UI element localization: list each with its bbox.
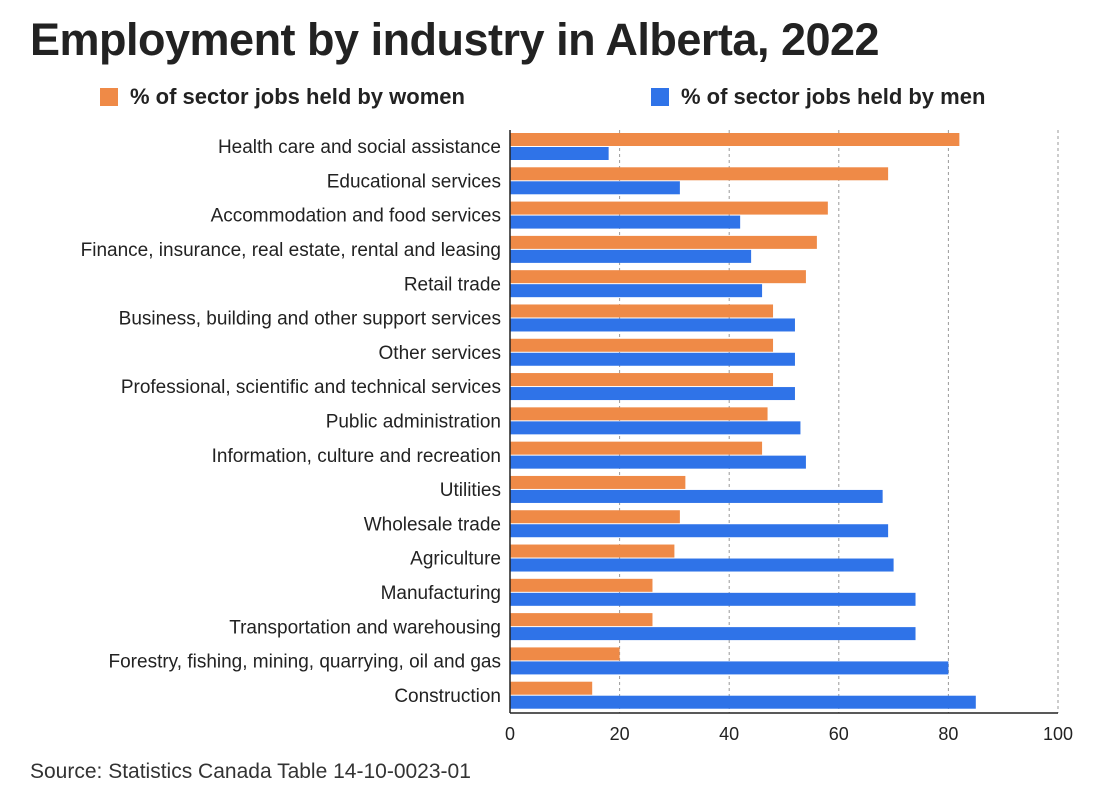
bar-women-4 bbox=[510, 270, 806, 284]
category-label: Retail trade bbox=[404, 274, 501, 295]
category-label: Construction bbox=[394, 686, 501, 707]
bar-men-8 bbox=[510, 421, 801, 435]
x-tick-label-100: 100 bbox=[1043, 724, 1073, 744]
category-label: Professional, scientific and technical s… bbox=[121, 377, 501, 398]
bar-men-6 bbox=[510, 352, 795, 366]
category-label: Wholesale trade bbox=[364, 514, 501, 535]
category-label: Manufacturing bbox=[381, 583, 501, 604]
bar-women-11 bbox=[510, 510, 680, 524]
bar-men-0 bbox=[510, 147, 609, 160]
x-tick-label-0: 0 bbox=[505, 724, 515, 744]
legend-label-men: % of sector jobs held by men bbox=[681, 84, 986, 109]
category-label: Public administration bbox=[326, 412, 501, 433]
category-label: Agriculture bbox=[410, 549, 501, 570]
bar-women-13 bbox=[510, 578, 653, 592]
bar-men-5 bbox=[510, 318, 795, 332]
category-label: Forestry, fishing, mining, quarrying, oi… bbox=[109, 652, 502, 673]
category-label: Educational services bbox=[327, 171, 501, 192]
bar-women-5 bbox=[510, 304, 774, 318]
bar-women-9 bbox=[510, 441, 763, 455]
bar-women-3 bbox=[510, 235, 817, 249]
bar-men-14 bbox=[510, 627, 916, 641]
category-label: Information, culture and recreation bbox=[212, 446, 501, 467]
x-tick-label-60: 60 bbox=[829, 724, 849, 744]
bar-men-1 bbox=[510, 181, 680, 195]
bar-women-2 bbox=[510, 201, 828, 215]
category-label: Business, building and other support ser… bbox=[119, 309, 501, 330]
category-label: Other services bbox=[379, 343, 501, 364]
bar-men-4 bbox=[510, 284, 763, 298]
bar-women-6 bbox=[510, 338, 774, 352]
category-label: Health care and social assistance bbox=[218, 137, 501, 158]
source-note: Source: Statistics Canada Table 14-10-00… bbox=[30, 760, 471, 783]
x-tick-label-80: 80 bbox=[938, 724, 958, 744]
category-label: Finance, insurance, real estate, rental … bbox=[81, 240, 501, 261]
bar-men-10 bbox=[510, 489, 883, 503]
bar-women-16 bbox=[510, 681, 593, 695]
bar-men-3 bbox=[510, 249, 752, 263]
x-tick-label-20: 20 bbox=[610, 724, 630, 744]
bar-men-15 bbox=[510, 661, 949, 675]
legend-swatch-women bbox=[100, 88, 118, 106]
bar-men-16 bbox=[510, 695, 976, 709]
x-tick-label-40: 40 bbox=[719, 724, 739, 744]
bar-men-7 bbox=[510, 387, 795, 401]
legend-item-women: % of sector jobs held by women bbox=[100, 84, 465, 110]
bar-men-2 bbox=[510, 215, 741, 229]
bar-women-1 bbox=[510, 167, 889, 181]
bar-women-10 bbox=[510, 475, 686, 489]
bar-women-8 bbox=[510, 407, 768, 421]
legend-label-women: % of sector jobs held by women bbox=[130, 84, 465, 109]
bar-women-7 bbox=[510, 373, 774, 387]
bar-men-11 bbox=[510, 524, 889, 538]
category-label: Transportation and warehousing bbox=[229, 617, 501, 638]
bar-women-15 bbox=[510, 647, 620, 661]
legend-item-men: % of sector jobs held by men bbox=[651, 84, 985, 110]
legend-swatch-men bbox=[651, 88, 669, 106]
bar-men-12 bbox=[510, 558, 894, 572]
bar-women-14 bbox=[510, 613, 653, 627]
bar-women-0 bbox=[510, 133, 960, 146]
category-label: Accommodation and food services bbox=[211, 206, 501, 227]
bar-men-13 bbox=[510, 592, 916, 606]
bar-women-12 bbox=[510, 544, 675, 558]
bar-men-9 bbox=[510, 455, 806, 469]
category-label: Utilities bbox=[440, 480, 501, 501]
chart-title: Employment by industry in Alberta, 2022 bbox=[30, 14, 880, 65]
